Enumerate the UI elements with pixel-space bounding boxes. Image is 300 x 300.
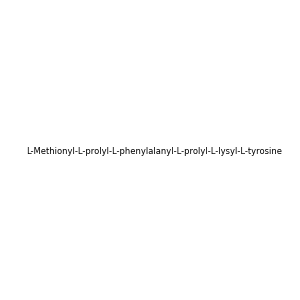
Text: L-Methionyl-L-prolyl-L-phenylalanyl-L-prolyl-L-lysyl-L-tyrosine: L-Methionyl-L-prolyl-L-phenylalanyl-L-pr… <box>26 147 282 156</box>
